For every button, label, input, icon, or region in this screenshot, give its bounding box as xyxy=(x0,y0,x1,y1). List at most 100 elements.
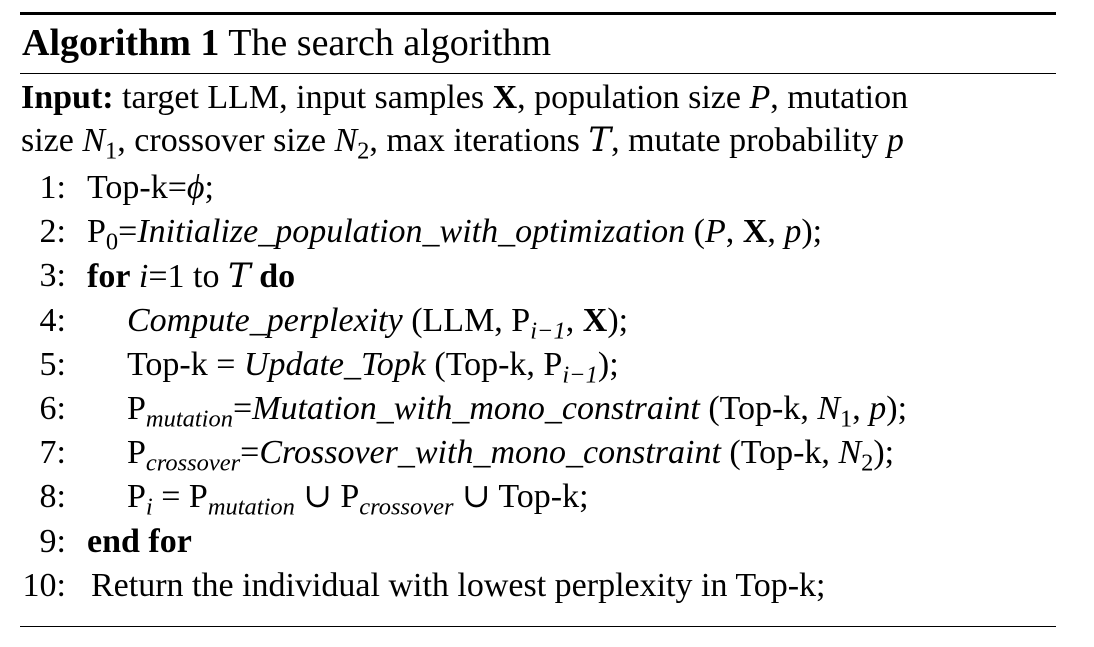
step-text: ∪ P xyxy=(294,478,360,516)
math-sub: 2 xyxy=(357,137,370,165)
step-line: 4: Compute_perplexity (LLM, Pi−1, X); xyxy=(20,299,1056,343)
step-content: Compute_perplexity (LLM, Pi−1, X); xyxy=(127,299,628,343)
math-phi: ϕ xyxy=(186,169,205,206)
math-P: P xyxy=(749,79,771,116)
bottom-rule xyxy=(20,625,1056,627)
step-text: = P xyxy=(152,478,208,516)
step-line: 5: Top-k = Update_Topk (Top-k, Pi−1); xyxy=(20,343,1056,387)
math-T: T xyxy=(588,120,612,160)
step-text: Return the individual with lowest perple… xyxy=(91,566,826,604)
step-text: , xyxy=(767,213,785,251)
input-text: , crossover size xyxy=(117,122,335,159)
step-text: ); xyxy=(607,301,629,339)
input-text: , mutation xyxy=(770,79,909,116)
math-p: p xyxy=(869,389,887,427)
step-text: (Top-k, xyxy=(720,434,839,472)
input-text: , max iterations xyxy=(369,122,589,159)
step-content: Pcrossover=Crossover_with_mono_constrain… xyxy=(127,431,894,475)
step-text: , xyxy=(725,213,743,251)
step-text: ( xyxy=(685,213,705,251)
function-name: Initialize_population_with_optimization xyxy=(137,213,686,251)
line-number: 8: xyxy=(39,478,66,516)
step-text: (Top-k, xyxy=(699,389,818,427)
step-text xyxy=(130,258,139,295)
math-N1: N xyxy=(82,122,106,159)
keyword-end-for: end for xyxy=(87,522,192,560)
line-number: 9: xyxy=(39,522,66,560)
math-sub: crossover xyxy=(359,493,454,521)
math-T: T xyxy=(228,256,251,297)
step-content: Return the individual with lowest perple… xyxy=(91,564,826,608)
step-text: ∪ Top-k; xyxy=(453,478,589,516)
step-text: , xyxy=(852,389,870,427)
step-text: ); xyxy=(873,434,895,472)
title-rule xyxy=(20,73,1056,74)
step-content: Pi = Pmutation ∪ Pcrossover ∪ Top-k; xyxy=(127,475,589,519)
math-sub: 1 xyxy=(105,137,118,165)
input-block: Input: target LLM, input samples X, popu… xyxy=(20,74,1056,166)
line-number: 2: xyxy=(39,213,66,251)
top-rule xyxy=(20,12,1056,15)
step-content: for i=1 to T do xyxy=(87,254,295,299)
input-line-2: size N1, crossover size N2, max iteratio… xyxy=(21,119,1056,165)
step-line: 2: P0=Initialize_population_with_optimiz… xyxy=(20,210,1056,254)
line-number: 3: xyxy=(39,257,66,295)
step-text: P xyxy=(127,434,146,472)
step-text: = xyxy=(118,213,138,251)
step-content: P0=Initialize_population_with_optimizati… xyxy=(87,210,822,254)
input-text: , mutate probability xyxy=(611,122,887,159)
math-P: P xyxy=(704,213,726,251)
step-line: 1: Top-k=ϕ; xyxy=(20,166,1056,210)
step-text xyxy=(251,258,260,295)
input-line-1: Input: target LLM, input samples X, popu… xyxy=(21,76,1056,119)
step-text: (LLM, P xyxy=(402,301,531,339)
function-name: Compute_perplexity xyxy=(127,301,403,339)
line-number: 5: xyxy=(39,345,66,383)
step-line: 9: end for xyxy=(20,520,1056,564)
function-name: Update_Topk xyxy=(243,345,426,383)
input-label: Input: xyxy=(21,79,114,116)
step-text: , xyxy=(565,301,583,339)
algorithm-title: Algorithm 1 The search algorithm xyxy=(20,15,1056,73)
step-line: 7: Pcrossover=Crossover_with_mono_constr… xyxy=(20,431,1056,475)
math-sub: mutation xyxy=(145,405,233,433)
line-number: 4: xyxy=(39,301,66,339)
algorithm-caption: The search algorithm xyxy=(228,22,552,64)
math-sub: 0 xyxy=(105,228,119,256)
step-text: =1 to xyxy=(148,258,228,296)
line-number: 7: xyxy=(39,434,66,472)
step-content: Top-k = Update_Topk (Top-k, Pi−1); xyxy=(127,343,619,387)
step-text: Top-k= xyxy=(87,169,187,206)
algorithm-steps: 1: Top-k=ϕ; 2: P0=Initialize_population_… xyxy=(20,166,1056,608)
line-number: 6: xyxy=(39,389,66,427)
step-content: Top-k=ϕ; xyxy=(87,166,214,210)
step-line: 3: for i=1 to T do xyxy=(20,254,1056,298)
math-sub: 2 xyxy=(861,449,874,477)
line-number: 10: xyxy=(22,566,66,604)
step-line: 10: Return the individual with lowest pe… xyxy=(20,564,1056,608)
function-name: Crossover_with_mono_constraint xyxy=(259,434,721,472)
line-number: 1: xyxy=(39,169,66,206)
step-text: P xyxy=(127,389,146,427)
step-text: ); xyxy=(886,389,908,427)
step-text: P xyxy=(127,478,146,516)
step-text: ); xyxy=(801,213,823,251)
step-line: 6: Pmutation=Mutation_with_mono_constrai… xyxy=(20,387,1056,431)
step-line: 8: Pi = Pmutation ∪ Pcrossover ∪ Top-k; xyxy=(20,475,1056,519)
function-name: Mutation_with_mono_constraint xyxy=(252,389,700,427)
math-sub: i−1 xyxy=(562,361,598,389)
math-N2: N xyxy=(334,122,358,159)
keyword-do: do xyxy=(259,258,296,296)
math-X: X xyxy=(582,301,608,339)
math-sub: 1 xyxy=(840,405,853,433)
step-text: = xyxy=(240,434,260,472)
keyword-for: for xyxy=(87,258,131,296)
step-text: P xyxy=(87,213,106,251)
step-text: ; xyxy=(204,169,214,206)
step-text: ); xyxy=(597,345,619,383)
math-sub: i xyxy=(145,493,153,521)
step-text: = xyxy=(232,389,253,427)
math-N: N xyxy=(817,389,841,427)
step-content: Pmutation=Mutation_with_mono_constraint … xyxy=(127,387,907,431)
math-X: X xyxy=(742,213,768,251)
